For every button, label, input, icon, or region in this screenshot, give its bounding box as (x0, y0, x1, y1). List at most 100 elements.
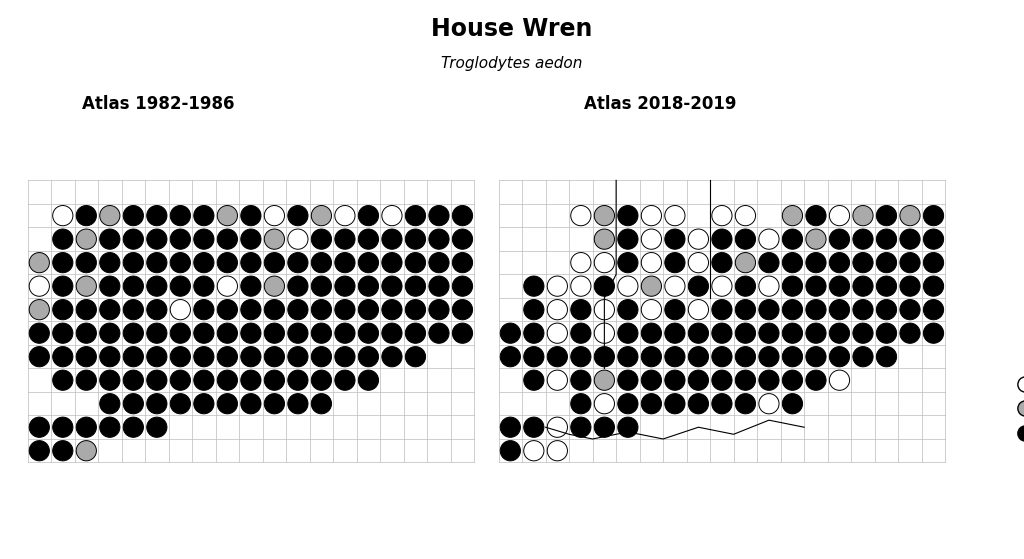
Circle shape (617, 347, 638, 367)
Circle shape (123, 300, 143, 320)
Circle shape (665, 300, 685, 320)
Circle shape (264, 347, 285, 367)
Circle shape (170, 206, 190, 226)
Circle shape (829, 229, 850, 249)
Circle shape (924, 300, 944, 320)
Circle shape (99, 323, 120, 343)
Circle shape (688, 300, 709, 320)
Circle shape (406, 229, 426, 249)
Circle shape (99, 417, 120, 437)
Circle shape (594, 417, 614, 437)
Circle shape (500, 323, 520, 343)
Circle shape (712, 253, 732, 273)
Circle shape (759, 323, 779, 343)
Circle shape (194, 323, 214, 343)
Circle shape (806, 229, 826, 249)
Circle shape (453, 229, 473, 249)
Circle shape (900, 229, 921, 249)
Circle shape (641, 323, 662, 343)
Circle shape (594, 229, 614, 249)
Circle shape (806, 370, 826, 390)
Circle shape (877, 323, 897, 343)
Circle shape (335, 300, 355, 320)
Circle shape (335, 229, 355, 249)
Circle shape (853, 229, 873, 249)
Circle shape (146, 394, 167, 414)
Circle shape (311, 229, 332, 249)
Circle shape (735, 347, 756, 367)
Circle shape (617, 323, 638, 343)
Circle shape (523, 417, 544, 437)
Circle shape (547, 417, 567, 437)
Circle shape (523, 276, 544, 296)
Text: Atlas 2018-2019: Atlas 2018-2019 (585, 95, 736, 113)
Circle shape (617, 394, 638, 414)
Circle shape (570, 347, 591, 367)
Circle shape (194, 300, 214, 320)
Circle shape (406, 206, 426, 226)
Circle shape (382, 276, 402, 296)
Circle shape (123, 347, 143, 367)
Circle shape (146, 370, 167, 390)
Circle shape (759, 229, 779, 249)
Circle shape (900, 276, 921, 296)
Circle shape (688, 347, 709, 367)
Circle shape (217, 394, 238, 414)
Circle shape (264, 394, 285, 414)
Text: Troglodytes aedon: Troglodytes aedon (441, 56, 583, 71)
Circle shape (52, 323, 73, 343)
Circle shape (358, 370, 379, 390)
Circle shape (241, 276, 261, 296)
Circle shape (52, 417, 73, 437)
Circle shape (194, 253, 214, 273)
Circle shape (782, 323, 803, 343)
Circle shape (76, 300, 96, 320)
Circle shape (594, 394, 614, 414)
Circle shape (52, 229, 73, 249)
Circle shape (712, 394, 732, 414)
Circle shape (29, 253, 49, 273)
Circle shape (288, 300, 308, 320)
Circle shape (641, 206, 662, 226)
Circle shape (712, 370, 732, 390)
Circle shape (123, 276, 143, 296)
Legend: Possible, Probable, Confirmed: Possible, Probable, Confirmed (1004, 372, 1024, 447)
Circle shape (712, 300, 732, 320)
Circle shape (288, 370, 308, 390)
Circle shape (194, 229, 214, 249)
Circle shape (523, 300, 544, 320)
Circle shape (99, 300, 120, 320)
Circle shape (547, 323, 567, 343)
Circle shape (877, 229, 897, 249)
Circle shape (29, 440, 49, 461)
Circle shape (617, 300, 638, 320)
Circle shape (311, 276, 332, 296)
Circle shape (570, 417, 591, 437)
Circle shape (29, 300, 49, 320)
Circle shape (594, 347, 614, 367)
Circle shape (759, 347, 779, 367)
Circle shape (570, 370, 591, 390)
Circle shape (358, 206, 379, 226)
Circle shape (217, 229, 238, 249)
Circle shape (146, 206, 167, 226)
Circle shape (500, 417, 520, 437)
Circle shape (76, 370, 96, 390)
Circle shape (406, 276, 426, 296)
Circle shape (99, 394, 120, 414)
Circle shape (829, 347, 850, 367)
Circle shape (429, 253, 450, 273)
Circle shape (688, 229, 709, 249)
Circle shape (641, 347, 662, 367)
Circle shape (829, 206, 850, 226)
Circle shape (76, 440, 96, 461)
Circle shape (665, 229, 685, 249)
Circle shape (641, 300, 662, 320)
Circle shape (406, 253, 426, 273)
Circle shape (382, 323, 402, 343)
Circle shape (170, 300, 190, 320)
Circle shape (453, 323, 473, 343)
Circle shape (311, 206, 332, 226)
Circle shape (924, 229, 944, 249)
Circle shape (170, 347, 190, 367)
